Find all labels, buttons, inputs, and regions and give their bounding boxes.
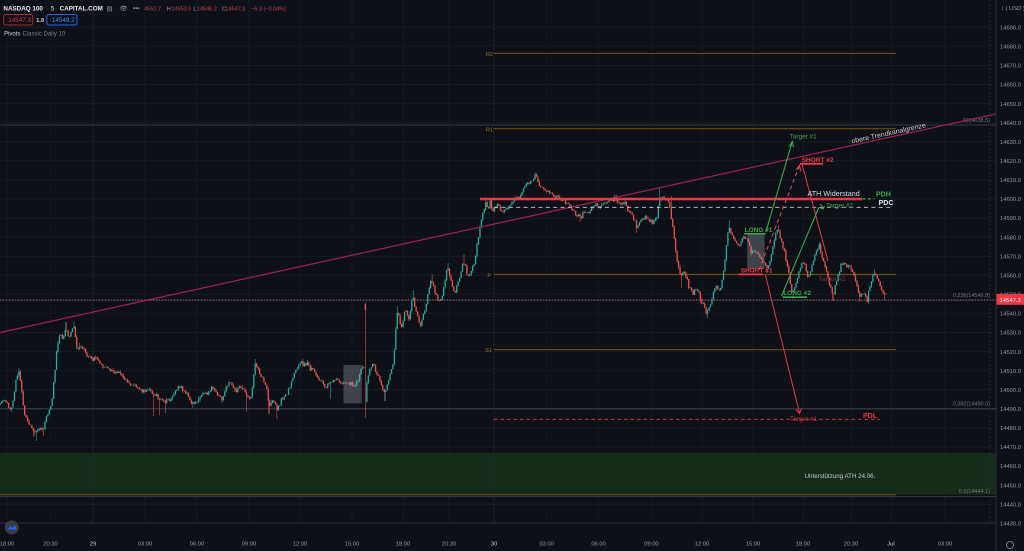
svg-text:14590.0: 14590.0 xyxy=(1000,216,1021,222)
svg-text:14549.2: 14549.2 xyxy=(52,17,75,24)
svg-text:29: 29 xyxy=(90,542,96,548)
svg-text:SHORT #1: SHORT #1 xyxy=(741,268,773,275)
svg-text:14510.0: 14510.0 xyxy=(1000,369,1021,375)
svg-text:NASDAQ 100: NASDAQ 100 xyxy=(3,6,43,13)
svg-text:20:30: 20:30 xyxy=(844,542,859,548)
svg-text:14580.0: 14580.0 xyxy=(1000,235,1021,241)
svg-text:Pivots: Pivots xyxy=(4,32,20,38)
svg-text:14553.6: 14553.6 xyxy=(171,7,191,13)
svg-text:R1: R1 xyxy=(486,127,493,133)
svg-text:Target #2: Target #2 xyxy=(819,276,846,283)
svg-text:06:00: 06:00 xyxy=(591,542,606,548)
svg-text:1.9: 1.9 xyxy=(36,18,45,24)
svg-text:14640.0: 14640.0 xyxy=(1000,121,1021,127)
svg-text:LONG #1: LONG #1 xyxy=(745,227,773,234)
svg-text:ATH Widerstand: ATH Widerstand xyxy=(808,189,860,198)
svg-text:S1: S1 xyxy=(485,348,492,354)
svg-text:14690.0: 14690.0 xyxy=(1000,26,1021,32)
svg-text:LONG #2: LONG #2 xyxy=(783,290,811,297)
svg-text:0.382(14490.0): 0.382(14490.0) xyxy=(953,402,990,408)
svg-text:P: P xyxy=(487,273,491,279)
svg-text:20:30: 20:30 xyxy=(43,542,58,548)
svg-text:PDC: PDC xyxy=(879,200,894,207)
svg-text:·: · xyxy=(47,6,49,13)
svg-text:14430.0: 14430.0 xyxy=(1000,522,1021,528)
svg-text:14547.3: 14547.3 xyxy=(225,7,245,13)
svg-text:14600.0: 14600.0 xyxy=(1000,197,1021,203)
svg-text:09:00: 09:00 xyxy=(644,542,659,548)
svg-text:SHORT #2: SHORT #2 xyxy=(802,157,834,164)
svg-text:0.236(14546.8): 0.236(14546.8) xyxy=(953,293,990,299)
svg-text:18:00: 18:00 xyxy=(396,542,411,548)
svg-text:15:00: 15:00 xyxy=(345,542,360,548)
svg-text:03:00: 03:00 xyxy=(539,542,554,548)
svg-text:09:00: 09:00 xyxy=(242,542,257,548)
svg-text:14490.0: 14490.0 xyxy=(1000,407,1021,413)
svg-text:14460.0: 14460.0 xyxy=(1000,464,1021,470)
svg-text:14520.0: 14520.0 xyxy=(1000,350,1021,356)
svg-text:Classic Daily 10: Classic Daily 10 xyxy=(23,32,66,38)
svg-text:14540.0: 14540.0 xyxy=(1000,312,1021,318)
svg-text:14440.0: 14440.0 xyxy=(1000,502,1021,508)
svg-text:H: H xyxy=(167,7,171,13)
svg-text:14450.0: 14450.0 xyxy=(1000,483,1021,489)
svg-text:12:00: 12:00 xyxy=(293,542,308,548)
svg-text:Target #1: Target #1 xyxy=(790,134,817,141)
svg-text:14470.0: 14470.0 xyxy=(1000,445,1021,451)
svg-text:4552.7: 4552.7 xyxy=(144,7,161,13)
svg-text:14546.2: 14546.2 xyxy=(197,7,217,13)
svg-text:18:00: 18:00 xyxy=(796,542,811,548)
svg-text:18:00: 18:00 xyxy=(0,542,14,548)
svg-text:·: · xyxy=(56,6,58,13)
svg-text:14500.0: 14500.0 xyxy=(1000,388,1021,394)
svg-text:Unterstützung ATH 24.06.: Unterstützung ATH 24.06. xyxy=(805,473,876,480)
svg-text:14530.0: 14530.0 xyxy=(1000,331,1021,337)
svg-text:PDH: PDH xyxy=(876,191,891,198)
svg-text:Jul: Jul xyxy=(887,542,894,548)
svg-text:Target #2: Target #2 xyxy=(826,202,853,209)
svg-text:•••: ••• xyxy=(133,6,140,13)
svg-text:14620.0: 14620.0 xyxy=(1000,159,1021,165)
svg-text:30: 30 xyxy=(491,542,497,548)
svg-text:14480.0: 14480.0 xyxy=(1000,426,1021,432)
svg-text:L: L xyxy=(193,7,196,13)
svg-text:14610.0: 14610.0 xyxy=(1000,178,1021,184)
svg-text:0(14638.5): 0(14638.5) xyxy=(963,118,990,124)
svg-text:14660.0: 14660.0 xyxy=(1000,83,1021,89)
svg-text:14650.0: 14650.0 xyxy=(1000,102,1021,108)
svg-text:20:30: 20:30 xyxy=(442,542,457,548)
svg-text:C: C xyxy=(222,7,226,13)
svg-text:👁: 👁 xyxy=(120,5,129,13)
svg-text:▤: ▤ xyxy=(107,6,113,13)
svg-text:5: 5 xyxy=(51,6,55,13)
svg-text:14630.0: 14630.0 xyxy=(1000,140,1021,146)
svg-text:−5.3 (−0.04%): −5.3 (−0.04%) xyxy=(251,7,286,13)
svg-text:PDL: PDL xyxy=(863,413,878,420)
svg-text:14560.0: 14560.0 xyxy=(1000,274,1021,280)
svg-text:R2: R2 xyxy=(486,52,493,58)
svg-text:03:00: 03:00 xyxy=(138,542,153,548)
svg-text:CAPITAL.COM: CAPITAL.COM xyxy=(60,6,103,13)
svg-text:14670.0: 14670.0 xyxy=(1000,64,1021,70)
svg-text:14547.3: 14547.3 xyxy=(8,17,31,24)
svg-text:14547.3: 14547.3 xyxy=(1000,298,1022,304)
svg-text:15:00: 15:00 xyxy=(746,542,761,548)
svg-text:14680.0: 14680.0 xyxy=(1000,45,1021,51)
svg-text:06:00: 06:00 xyxy=(190,542,205,548)
svg-text:12:00: 12:00 xyxy=(695,542,710,548)
svg-text:↕ ( USD ): ↕ ( USD ) xyxy=(1001,6,1024,12)
svg-text:03:00: 03:00 xyxy=(938,542,953,548)
svg-text:14570.0: 14570.0 xyxy=(1000,254,1021,260)
svg-text:Target #1: Target #1 xyxy=(790,416,817,423)
svg-text:0.5(14444.1): 0.5(14444.1) xyxy=(959,489,990,495)
